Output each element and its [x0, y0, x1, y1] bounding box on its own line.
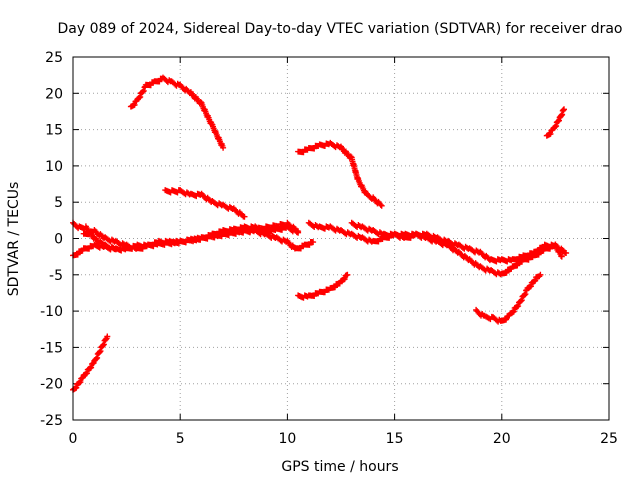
series-track-11	[348, 219, 565, 278]
series-track-13	[543, 106, 567, 139]
data-point-markers	[473, 271, 544, 325]
series-track-8	[295, 139, 385, 209]
grid-lines	[72, 56, 610, 421]
y-tick-label: 5	[54, 195, 63, 211]
x-tick-label: 20	[493, 431, 511, 447]
data-point-markers	[543, 106, 567, 139]
y-tick-label: -15	[40, 340, 63, 356]
series-track-7	[162, 187, 248, 220]
plot-frame	[72, 56, 610, 421]
y-tick-label: 0	[54, 232, 63, 248]
data-points	[70, 74, 570, 393]
x-tick-label: 5	[176, 431, 185, 447]
data-point-markers	[295, 139, 385, 209]
data-point-markers	[348, 219, 565, 278]
y-tick-label: 10	[45, 159, 63, 175]
series-track-6	[127, 74, 227, 151]
data-point-markers	[295, 271, 351, 301]
data-point-markers	[162, 187, 248, 220]
series-track-5	[209, 223, 302, 238]
series-track-12	[473, 271, 544, 325]
y-tick-label: 15	[45, 123, 63, 139]
series-track-9	[295, 271, 351, 301]
x-axis-label: GPS time / hours	[281, 459, 398, 475]
x-tick-label: 25	[600, 431, 618, 447]
y-tick-label: -10	[40, 304, 63, 320]
x-tick-label: 15	[386, 431, 404, 447]
y-tick-label: 25	[45, 50, 63, 66]
chart-title: Day 089 of 2024, Sidereal Day-to-day VTE…	[57, 21, 622, 37]
y-tick-label: -20	[40, 377, 63, 393]
y-axis-label: SDTVAR / TECUs	[6, 182, 22, 297]
data-point-markers	[209, 223, 302, 238]
tick-labels: 0 5 10 15 20 25 -25 -20 -15 -10 -5 0 5 10 15 20 25	[40, 50, 618, 447]
x-tick-label: 10	[278, 431, 296, 447]
y-tick-label: -25	[40, 413, 63, 429]
x-tick-label: 0	[69, 431, 78, 447]
y-tick-label: 20	[45, 86, 63, 102]
data-point-markers	[127, 74, 227, 151]
y-tick-label: -5	[49, 268, 63, 284]
